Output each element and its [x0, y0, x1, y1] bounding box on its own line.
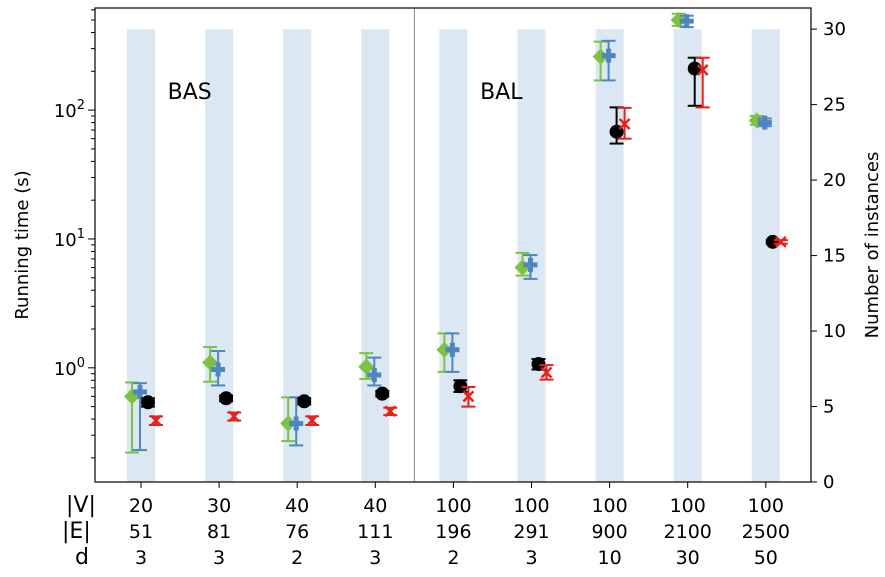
row-label: |E|	[62, 519, 91, 544]
x-tick-label: 100	[670, 495, 706, 517]
x-marker	[306, 414, 319, 427]
right-tick-label: 30	[823, 19, 846, 40]
x-tick-label: 2100	[664, 521, 712, 543]
right-tick-label: 20	[823, 170, 846, 191]
circle-marker	[765, 234, 780, 249]
diamond-marker	[280, 415, 297, 432]
x-tick-label: 196	[435, 521, 471, 543]
instance-bar	[595, 29, 624, 482]
plus-marker	[445, 342, 460, 357]
circle-marker	[375, 386, 390, 401]
row-label: d	[75, 545, 89, 570]
instance-bar	[439, 29, 468, 482]
x-tick-label: 40	[363, 495, 387, 517]
plus-marker	[601, 48, 616, 63]
plus-marker	[757, 115, 772, 130]
x-tick-label: 3	[135, 547, 147, 569]
row-label: |V|	[66, 493, 96, 518]
instance-bar	[361, 29, 390, 482]
x-table: |V||E|d205133081340762401113100196210029…	[62, 482, 790, 570]
x-tick-label: 81	[207, 521, 231, 543]
right-tick-label: 0	[823, 472, 834, 493]
series-marks	[124, 12, 788, 454]
circle-marker	[219, 391, 234, 406]
x-marker	[228, 410, 240, 423]
diamond-marker	[358, 358, 375, 375]
x-marker	[384, 405, 397, 418]
x-tick-label: 2500	[742, 521, 790, 543]
instance-bar	[673, 29, 702, 482]
group-label: BAS	[168, 80, 212, 105]
diamond-marker	[748, 112, 765, 129]
x-marker	[696, 64, 709, 76]
group-label: BAL	[480, 80, 523, 105]
plus-marker	[523, 257, 538, 272]
x-tick-label: 3	[525, 547, 537, 569]
x-marker	[150, 414, 162, 427]
right-tick-label: 15	[823, 246, 846, 267]
x-tick-label: 900	[591, 521, 627, 543]
x-marker	[540, 366, 553, 379]
x-marker	[462, 390, 475, 403]
right-tick-label: 5	[823, 397, 834, 418]
x-tick-label: 100	[591, 495, 627, 517]
instance-bar	[751, 29, 780, 482]
circle-marker	[141, 395, 155, 410]
instance-bar	[205, 29, 234, 482]
left-axis-label: Running time (s)	[12, 170, 33, 319]
plus-marker	[211, 362, 226, 377]
plus-marker	[367, 367, 382, 382]
x-tick-label: 30	[676, 547, 700, 569]
x-tick-label: 50	[754, 547, 778, 569]
right-tick-label: 10	[823, 321, 846, 342]
x-tick-label: 51	[129, 521, 153, 543]
x-tick-label: 3	[369, 547, 381, 569]
x-tick-label: 2	[447, 547, 459, 569]
instance-bars	[127, 29, 780, 482]
right-axis-label: Number of instances	[862, 152, 883, 339]
right-axis: 0 5 10 15 20 25 30	[811, 19, 846, 493]
diamond-marker	[592, 48, 609, 65]
plus-marker	[289, 416, 304, 431]
diamond-marker	[202, 354, 219, 371]
x-tick-label: 20	[129, 495, 153, 517]
x-tick-label: 30	[207, 495, 231, 517]
x-marker	[774, 235, 787, 248]
circle-marker	[453, 379, 468, 394]
circle-marker	[297, 394, 312, 409]
left-tick-label: 101	[54, 227, 85, 251]
x-tick-label: 76	[285, 521, 309, 543]
right-tick-label: 25	[823, 95, 846, 116]
left-tick-label: 100	[54, 356, 85, 380]
x-tick-label: 100	[435, 495, 471, 517]
x-tick-label: 291	[513, 521, 549, 543]
plot-decor: BAS BAL	[168, 8, 523, 482]
x-tick-label: 111	[357, 521, 393, 543]
plus-marker	[133, 384, 147, 399]
x-tick-label: 2	[291, 547, 303, 569]
x-marker	[618, 118, 631, 130]
x-tick-label: 3	[213, 547, 225, 569]
plus-marker	[679, 14, 694, 29]
x-tick-label: 100	[748, 495, 784, 517]
left-axis: 100 101 102	[54, 9, 95, 459]
x-tick-label: 100	[513, 495, 549, 517]
x-tick-label: 40	[285, 495, 309, 517]
left-tick-label: 102	[54, 98, 85, 122]
diamond-marker	[436, 341, 453, 358]
x-tick-label: 10	[598, 547, 622, 569]
